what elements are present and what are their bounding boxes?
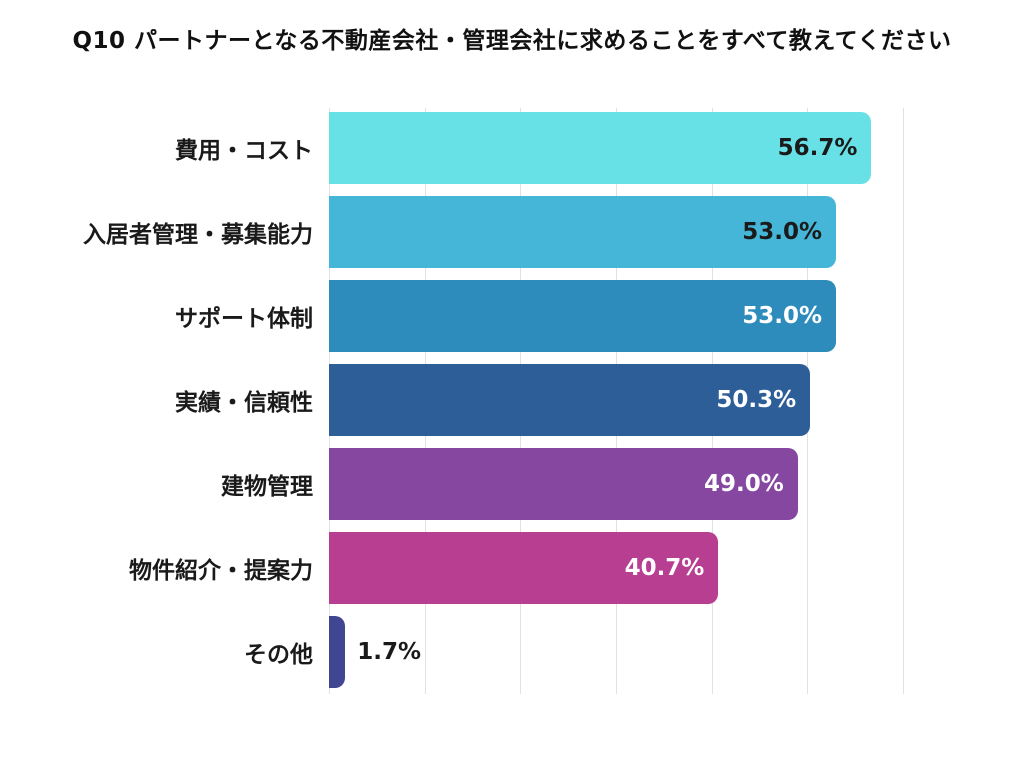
category-label: 実績・信頼性	[175, 390, 313, 416]
bar: 50.3%	[329, 364, 811, 436]
category-label: 費用・コスト	[175, 138, 313, 164]
bar: 40.7%	[329, 532, 719, 604]
bar-chart: 費用・コスト 56.7% 入居者管理・募集能力 53.0% サポート体制 53.0% 実績・…	[0, 106, 1024, 694]
chart-row: 入居者管理・募集能力 53.0%	[0, 190, 1024, 274]
value-label: 53.0%	[742, 219, 823, 245]
value-label: 53.0%	[742, 303, 823, 329]
chart-row: 実績・信頼性 50.3%	[0, 358, 1024, 442]
chart-title: Q10 パートナーとなる不動産会社・管理会社に求めることをすべて教えてください	[72, 28, 952, 54]
chart-row: サポート体制 53.0%	[0, 274, 1024, 358]
chart-row: その他 1.7%	[0, 610, 1024, 694]
value-label: 1.7%	[357, 639, 422, 665]
category-label: サポート体制	[175, 306, 313, 332]
bar: 56.7%	[329, 112, 872, 184]
category-label: その他	[244, 642, 313, 668]
grid-line	[903, 108, 904, 694]
category-label: 建物管理	[221, 474, 313, 500]
category-label: 入居者管理・募集能力	[83, 222, 313, 248]
bar: 1.7%	[329, 616, 421, 688]
value-label: 50.3%	[716, 387, 797, 413]
value-label: 40.7%	[624, 555, 705, 581]
bar: 53.0%	[329, 196, 837, 268]
chart-row: 建物管理 49.0%	[0, 442, 1024, 526]
chart-row: 費用・コスト 56.7%	[0, 106, 1024, 190]
value-label: 49.0%	[703, 471, 784, 497]
category-label: 物件紹介・提案力	[129, 558, 313, 584]
bar: 49.0%	[329, 448, 798, 520]
value-label: 56.7%	[777, 135, 858, 161]
chart-row: 物件紹介・提案力 40.7%	[0, 526, 1024, 610]
bar: 53.0%	[329, 280, 837, 352]
